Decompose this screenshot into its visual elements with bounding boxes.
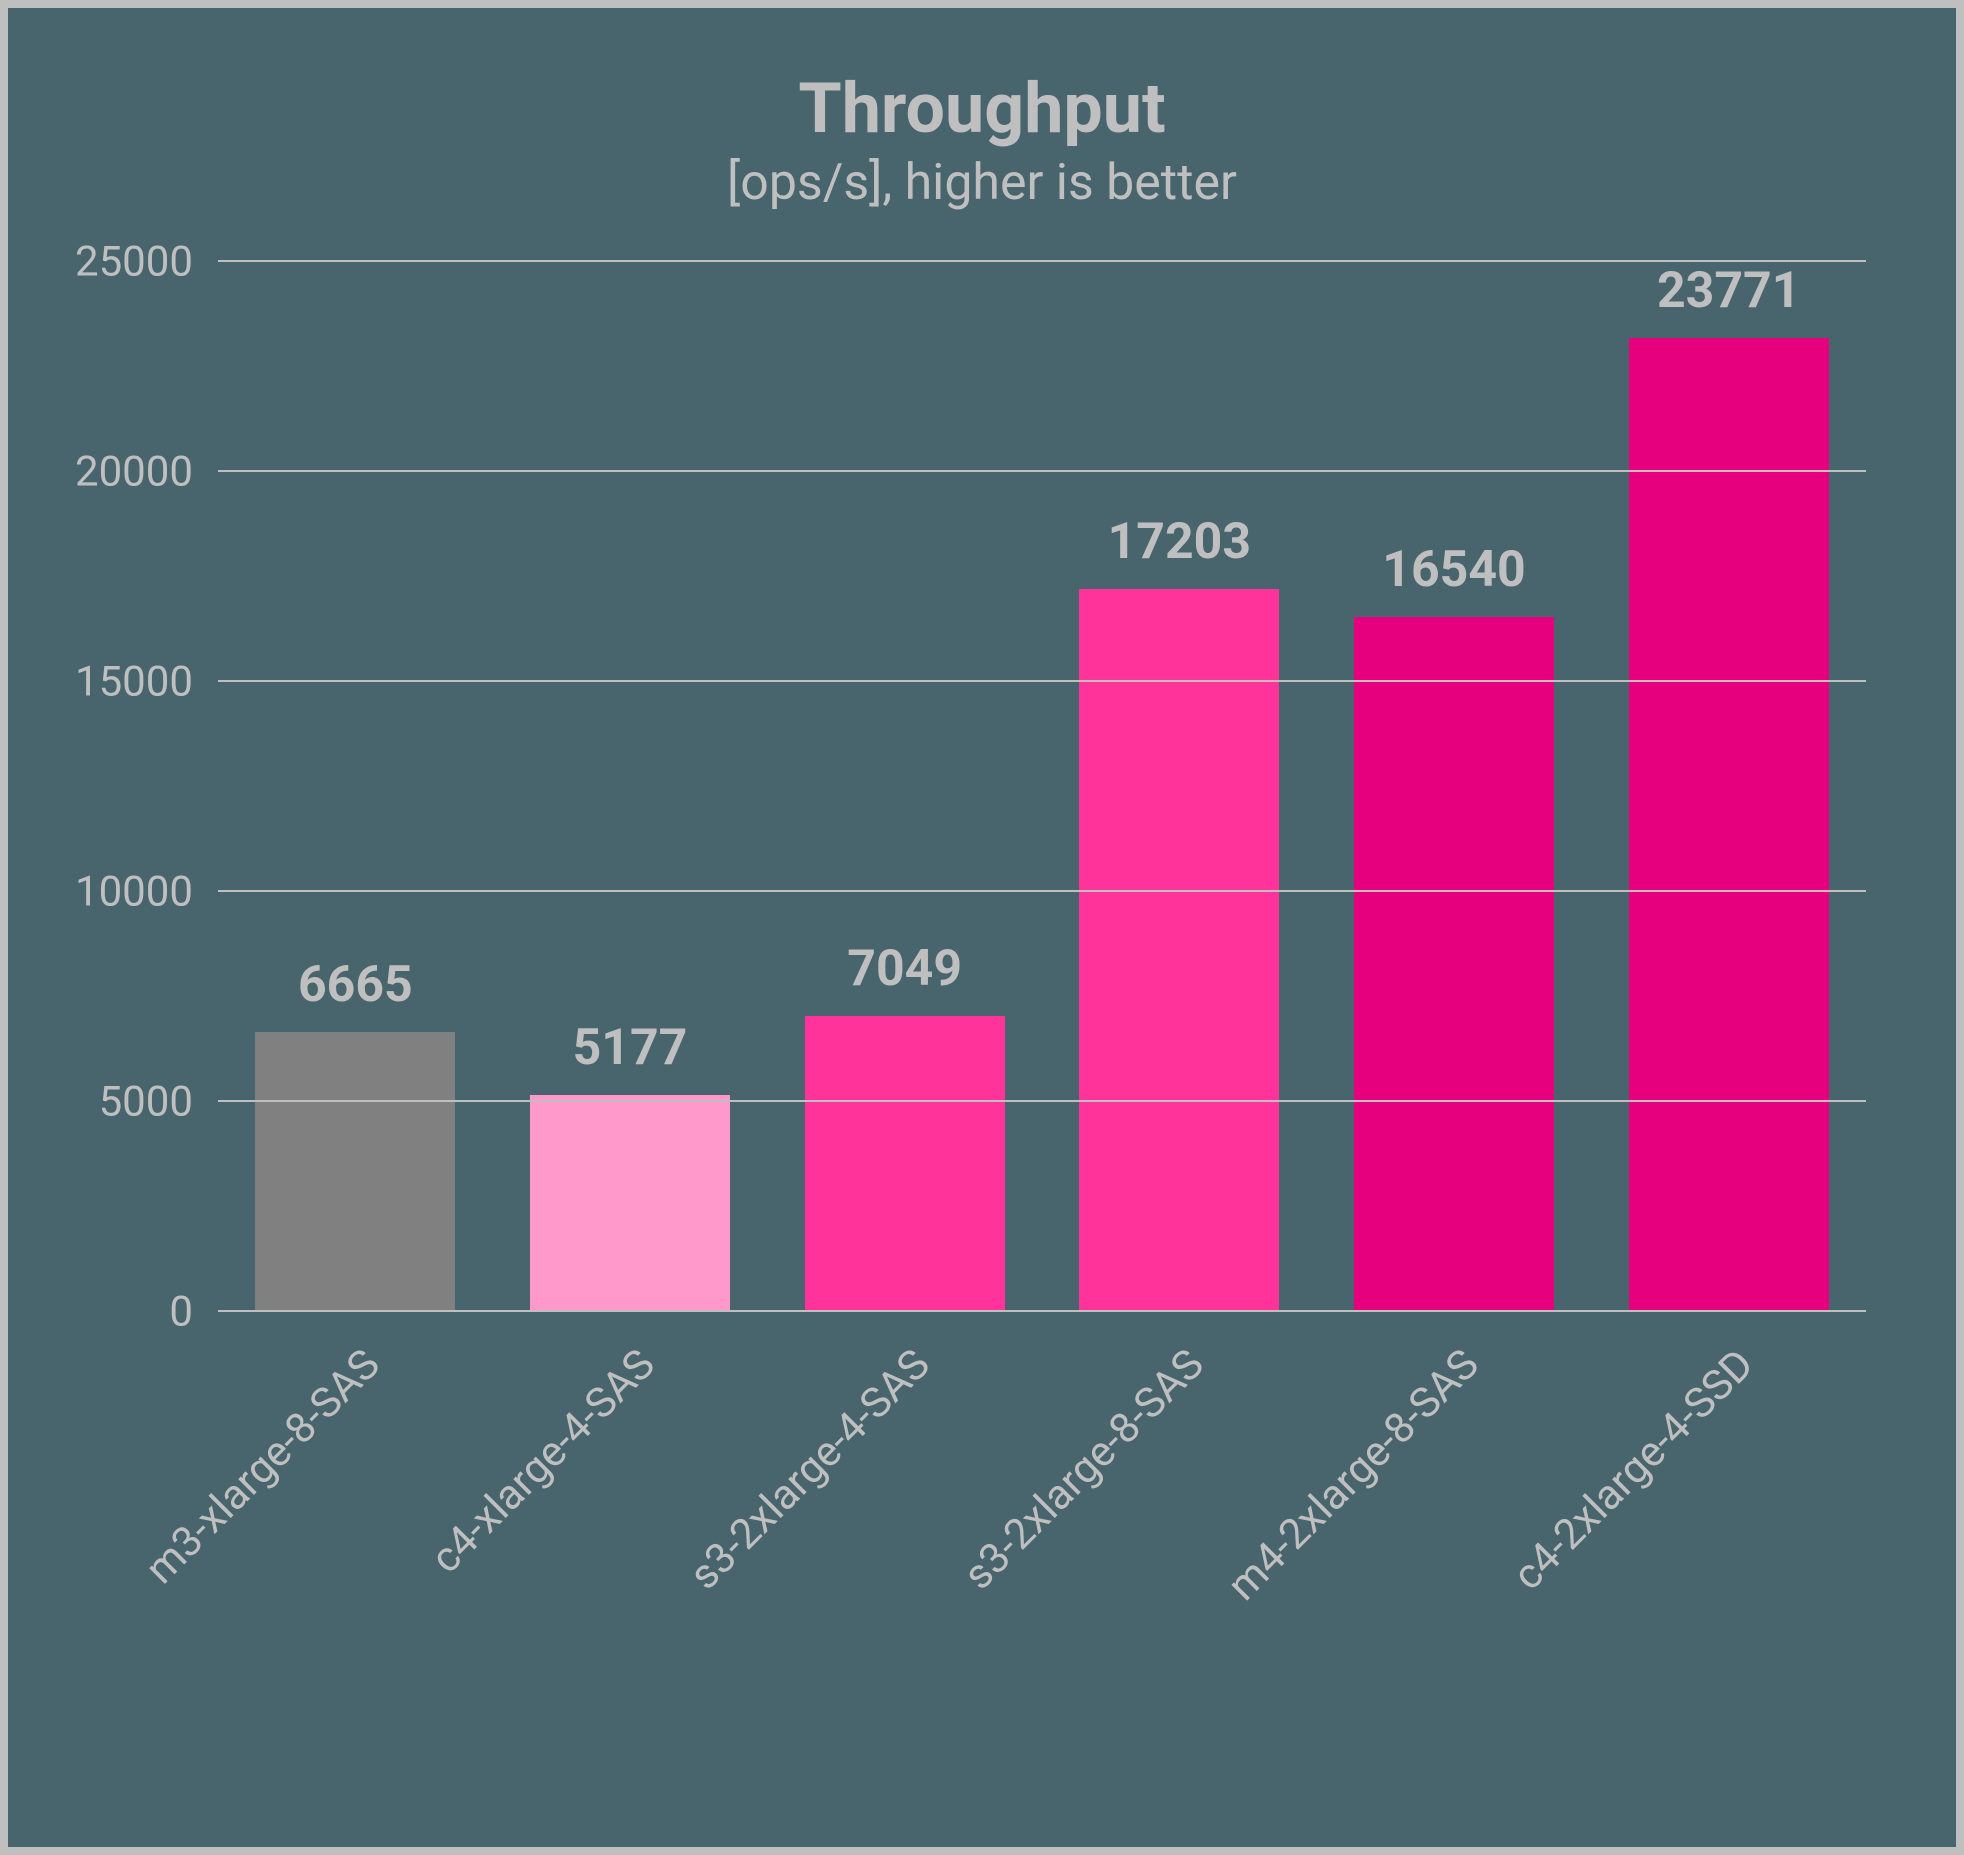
bar-slot: 23771 [1591, 262, 1866, 1312]
x-tick-label: c4-xlarge-4-SAS [421, 1340, 664, 1583]
gridline [218, 470, 1866, 472]
x-tick-label: c4-2xlarge-4-SSD [1503, 1340, 1763, 1600]
bar-rect [530, 1095, 730, 1312]
bar-slot: 5177 [493, 262, 768, 1312]
gridline [218, 1310, 1866, 1312]
y-tick-label: 15000 [75, 658, 218, 707]
bar-rect [255, 1032, 455, 1312]
y-tick-label: 5000 [99, 1078, 218, 1127]
plot-area: 666551777049172031654023771 m3-xlarge-8-… [218, 262, 1866, 1312]
plot-wrapper: 666551777049172031654023771 m3-xlarge-8-… [218, 262, 1866, 1312]
throughput-bar-chart: Throughput [ops/s], higher is better 666… [8, 8, 1956, 1847]
chart-title-block: Throughput [ops/s], higher is better [68, 68, 1896, 212]
x-tick-label: s3-2xlarge-8-SAS [954, 1340, 1214, 1600]
y-tick-label: 25000 [75, 238, 218, 287]
bar-value-label: 5177 [573, 1019, 688, 1077]
gridline [218, 260, 1866, 262]
bar-value-label: 6665 [298, 956, 413, 1014]
chart-subtitle: [ops/s], higher is better [68, 154, 1896, 212]
bar-slot: 6665 [218, 262, 493, 1312]
bar-value-label: 17203 [1108, 513, 1251, 571]
x-tick-label: m4-2xlarge-8-SAS [1218, 1340, 1488, 1610]
x-tick-label: m3-xlarge-8-SAS [136, 1340, 390, 1594]
x-tick-label: s3-2xlarge-4-SAS [680, 1340, 940, 1600]
bar-value-label: 23771 [1657, 262, 1800, 320]
bar-rect [1079, 589, 1279, 1312]
gridline [218, 680, 1866, 682]
bar-rect [805, 1016, 1005, 1312]
bar-slot: 7049 [767, 262, 1042, 1312]
bars-row: 6665 5177 7049 17203 16540 23771 [218, 262, 1866, 1312]
chart-title: Throughput [68, 68, 1896, 150]
bar-slot: 17203 [1042, 262, 1317, 1312]
gridline [218, 890, 1866, 892]
y-tick-label: 10000 [75, 868, 218, 917]
gridline [218, 1100, 1866, 1102]
bar-rect [1354, 617, 1554, 1312]
bar-value-label: 7049 [847, 940, 962, 998]
y-tick-label: 20000 [75, 448, 218, 497]
bar-rect [1629, 338, 1829, 1312]
bar-slot: 16540 [1317, 262, 1592, 1312]
y-tick-label: 0 [169, 1288, 218, 1337]
bar-value-label: 16540 [1382, 541, 1525, 599]
